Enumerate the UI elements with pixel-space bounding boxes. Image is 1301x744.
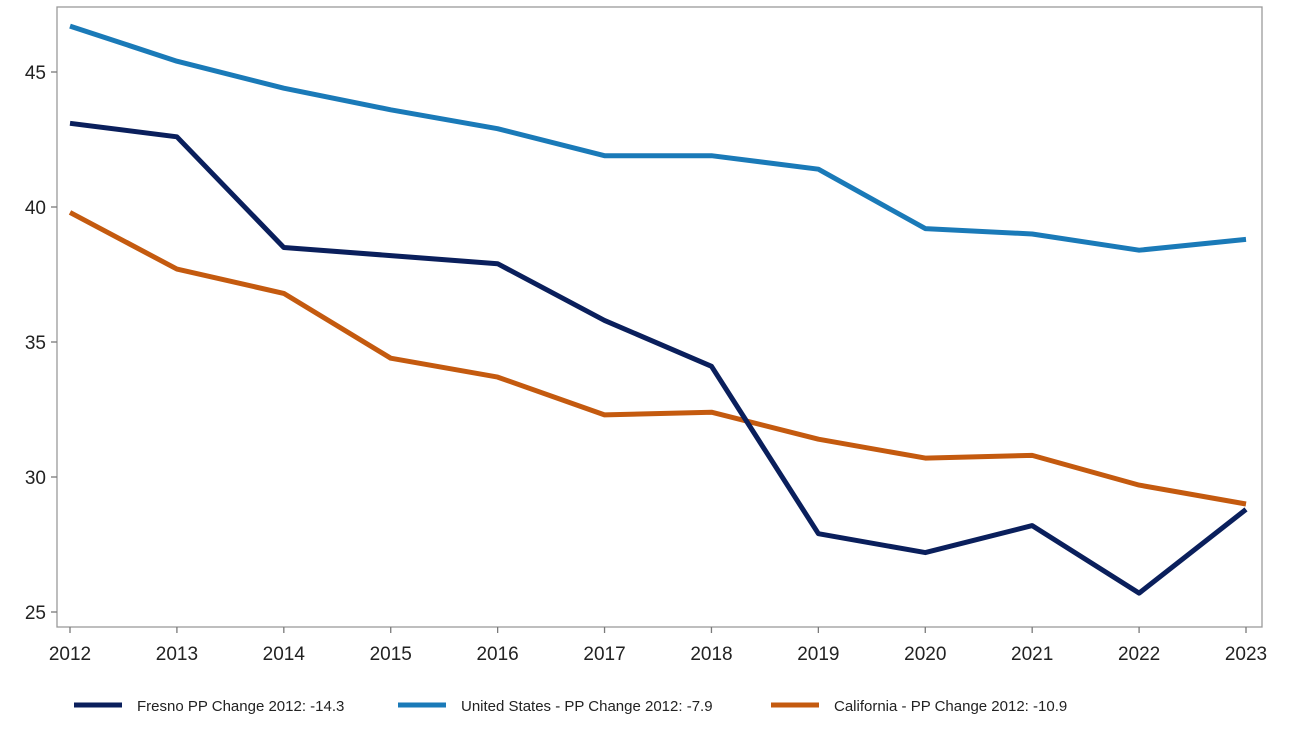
x-tick-label: 2022 xyxy=(1118,644,1160,665)
legend-label: California - PP Change 2012: -10.9 xyxy=(834,698,1067,715)
legend-label: Fresno PP Change 2012: -14.3 xyxy=(137,698,344,715)
y-axis: 25 30 35 40 45 xyxy=(25,63,57,624)
y-tick-label: 45 xyxy=(25,63,46,84)
x-axis: 2012 2013 2014 2015 2016 2017 2018 2019 2020 2021… xyxy=(49,627,1267,665)
x-tick-label: 2017 xyxy=(583,644,625,665)
legend-item-california: California - PP Change 2012: -10.9 xyxy=(771,698,1067,715)
legend: Fresno PP Change 2012: -14.3 United State… xyxy=(74,698,1067,715)
series-layer xyxy=(68,23,1248,596)
plot-frame xyxy=(56,6,1263,628)
x-tick-label: 2016 xyxy=(476,644,518,665)
x-tick-label: 2014 xyxy=(263,644,306,665)
x-tick-label: 2018 xyxy=(690,644,732,665)
series-line-california xyxy=(68,210,1247,507)
legend-item-united: United States - PP Change 2012: -7.9 xyxy=(398,698,713,715)
y-tick-label: 30 xyxy=(25,468,46,489)
x-tick-label: 2012 xyxy=(49,644,91,665)
x-tick-label: 2021 xyxy=(1011,644,1053,665)
x-tick-label: 2023 xyxy=(1225,644,1267,665)
x-tick-label: 2015 xyxy=(370,644,412,665)
series-line-fresno xyxy=(69,120,1248,596)
legend-item-fresno: Fresno PP Change 2012: -14.3 xyxy=(74,698,344,715)
y-tick-label: 40 xyxy=(25,198,46,219)
x-tick-label: 2013 xyxy=(156,644,198,665)
series-line-united xyxy=(69,23,1247,253)
legend-label: United States - PP Change 2012: -7.9 xyxy=(461,698,713,715)
x-tick-label: 2019 xyxy=(797,644,839,665)
y-tick-label: 25 xyxy=(25,603,46,624)
x-tick-label: 2020 xyxy=(904,644,946,665)
y-tick-label: 35 xyxy=(25,333,46,354)
